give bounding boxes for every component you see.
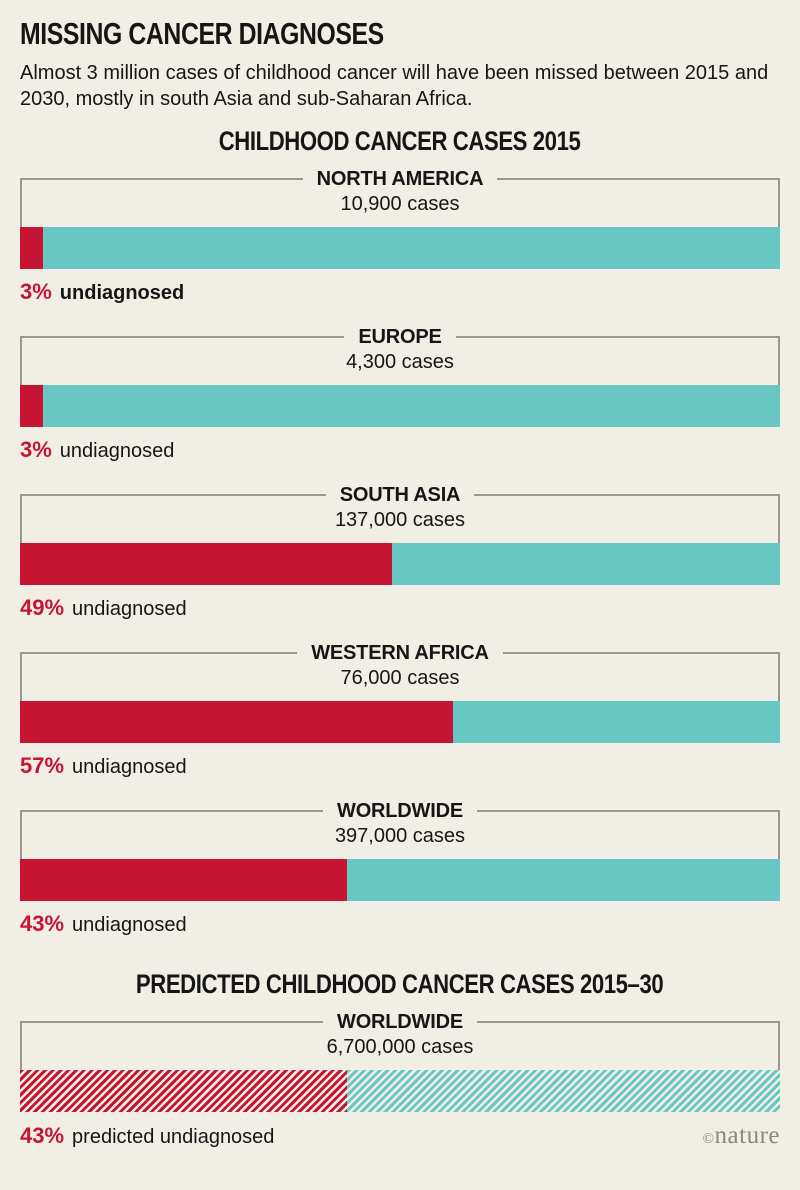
region-bracket: SOUTH ASIA 137,000 cases: [20, 482, 781, 543]
cases-bar: [20, 701, 780, 743]
region-cases: 10,900 cases: [340, 193, 460, 215]
copyright-icon: ©: [702, 1131, 715, 1147]
region-western-africa: WESTERN AFRICA 76,000 cases 57% undiagno…: [20, 640, 780, 781]
region-name: SOUTH ASIA: [339, 483, 461, 506]
undiagnosed-label: undiagnosed: [59, 282, 185, 304]
undiagnosed-percent: 43%: [20, 911, 65, 936]
region-cases: 4,300 cases: [346, 351, 454, 373]
region-name: WORLDWIDE: [337, 1010, 463, 1033]
bracket-line-right: [474, 494, 781, 496]
bar-predicted-undiagnosed-segment: [20, 1070, 347, 1112]
percent-row: 49% undiagnosed: [20, 595, 780, 623]
bracket-line-right: [455, 336, 781, 338]
bar-undiagnosed-segment: [20, 701, 454, 743]
cases-bar: [20, 543, 780, 585]
undiagnosed-label: predicted undiagnosed: [72, 1126, 275, 1148]
section-heading: PREDICTED CHILDHOOD CANCER CASES 2015–30: [136, 969, 664, 999]
percent-row: 3% undiagnosed: [20, 279, 780, 307]
bar-undiagnosed-segment: [20, 227, 43, 269]
bracket-line-right: [476, 1021, 780, 1023]
percent-row: 43% undiagnosed: [20, 911, 780, 939]
bar-undiagnosed-segment: [20, 543, 393, 585]
region-cases: 397,000 cases: [334, 825, 466, 847]
region-cases: 137,000 cases: [334, 509, 466, 531]
nature-logo-text: nature: [714, 1122, 780, 1149]
undiagnosed-label: undiagnosed: [72, 914, 187, 936]
percent-row: 3% undiagnosed: [20, 437, 780, 465]
region-worldwide-predicted: WORLDWIDE 6,700,000 cases 43% predicted …: [20, 1009, 780, 1150]
cases-bar: [20, 859, 780, 901]
percent-row: 57% undiagnosed: [20, 753, 780, 781]
region-name: EUROPE: [358, 325, 442, 348]
region-bracket: NORTH AMERICA 10,900 cases: [20, 166, 780, 227]
region-worldwide-2015: WORLDWIDE 397,000 cases 43% undiagnosed: [20, 798, 780, 939]
region-south-asia: SOUTH ASIA 137,000 cases 49% undiagnosed: [20, 482, 781, 623]
section-heading: CHILDHOOD CANCER CASES 2015: [219, 126, 581, 156]
undiagnosed-percent: 43%: [20, 1123, 65, 1148]
region-bracket: EUROPE 4,300 cases: [20, 324, 781, 385]
bracket-line-right: [502, 652, 780, 654]
bar-undiagnosed-segment: [20, 859, 347, 901]
section-predicted-2015-30: PREDICTED CHILDHOOD CANCER CASES 2015–30…: [20, 969, 780, 1150]
region-bracket: WESTERN AFRICA 76,000 cases: [20, 640, 780, 701]
page-title: MISSING CANCER DIAGNOSES: [20, 16, 384, 51]
bracket-line-right: [497, 178, 780, 180]
region-bracket: WORLDWIDE 6,700,000 cases: [20, 1009, 780, 1070]
region-cases: 6,700,000 cases: [326, 1036, 474, 1058]
page-subtitle: Almost 3 million cases of childhood canc…: [20, 62, 769, 110]
bar-diagnosed-segment: [346, 859, 780, 901]
region-north-america: NORTH AMERICA 10,900 cases 3% undiagnose…: [20, 166, 780, 307]
region-europe: EUROPE 4,300 cases 3% undiagnosed: [20, 324, 781, 465]
bar-diagnosed-segment: [42, 227, 780, 269]
undiagnosed-label: undiagnosed: [72, 756, 187, 778]
section-cases-2015: CHILDHOOD CANCER CASES 2015 NORTH AMERIC…: [20, 126, 781, 939]
bracket-line-left: [20, 652, 298, 654]
undiagnosed-percent: 49%: [20, 595, 65, 620]
bracket-line-left: [20, 1021, 324, 1023]
nature-logo: ©nature: [703, 1122, 780, 1150]
bar-undiagnosed-segment: [20, 385, 43, 427]
undiagnosed-percent: 57%: [20, 753, 65, 778]
cases-bar-hatched: [20, 1070, 780, 1112]
cases-bar: [20, 227, 780, 269]
bracket-line-left: [20, 810, 324, 812]
bracket-line-left: [20, 494, 326, 496]
bracket-line-left: [20, 336, 345, 338]
undiagnosed-label: undiagnosed: [59, 440, 175, 462]
bracket-line-left: [20, 178, 303, 180]
region-name: WESTERN AFRICA: [311, 641, 489, 664]
region-bracket: WORLDWIDE 397,000 cases: [20, 798, 780, 859]
bar-diagnosed-segment: [42, 385, 780, 427]
region-cases: 76,000 cases: [340, 667, 460, 689]
bar-diagnosed-segment: [453, 701, 780, 743]
percent-row: 43% predicted undiagnosed ©nature: [20, 1122, 780, 1150]
region-name: WORLDWIDE: [337, 799, 463, 822]
bar-diagnosed-segment: [392, 543, 780, 585]
undiagnosed-percent: 3%: [20, 279, 52, 304]
bracket-line-right: [476, 810, 780, 812]
cases-bar: [20, 385, 780, 427]
bar-predicted-diagnosed-segment: [346, 1070, 780, 1112]
undiagnosed-percent: 3%: [20, 437, 52, 462]
region-name: NORTH AMERICA: [316, 167, 484, 190]
undiagnosed-label: undiagnosed: [72, 598, 187, 620]
